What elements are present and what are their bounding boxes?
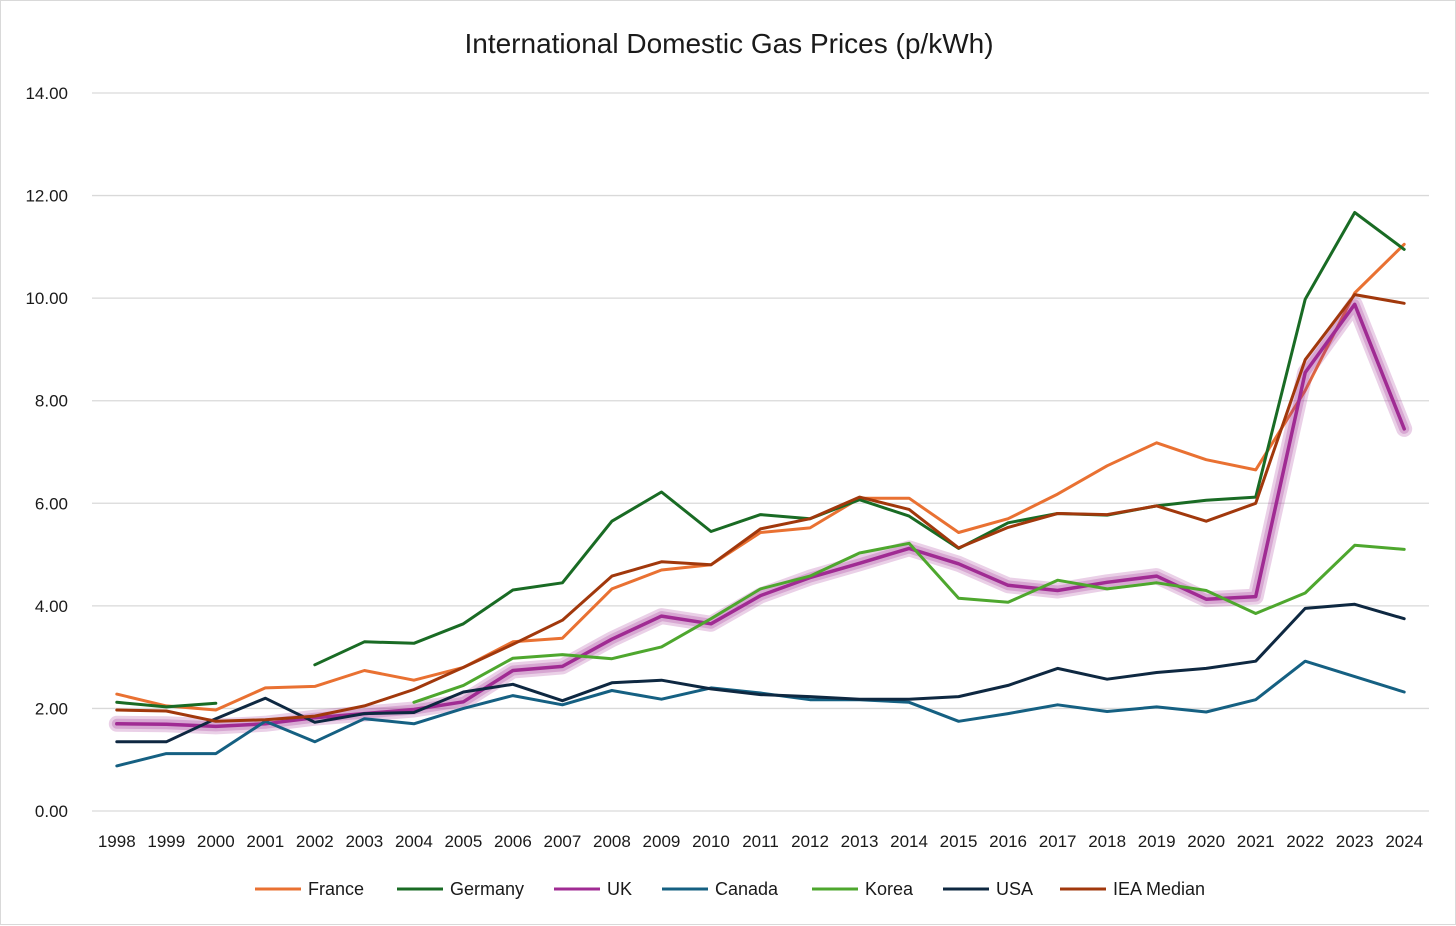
x-tick-label: 2007	[544, 832, 582, 851]
legend-item: IEA Median	[1060, 879, 1205, 899]
legend-label: UK	[607, 879, 632, 899]
series-canada	[115, 659, 1406, 768]
x-tick-label: 2008	[593, 832, 631, 851]
x-axis-ticks: 1998 1999 2000 2001 2002 2003 2004 2005 2006 2007…	[98, 832, 1423, 851]
x-tick-label: 2022	[1286, 832, 1324, 851]
series-line	[115, 700, 218, 709]
x-tick-label: 1998	[98, 832, 136, 851]
x-tick-label: 2006	[494, 832, 532, 851]
series-line	[115, 302, 1406, 729]
series-line	[115, 659, 1406, 768]
x-tick-label: 2009	[643, 832, 681, 851]
y-tick-label: 8.00	[35, 392, 68, 411]
legend-label: IEA Median	[1113, 879, 1205, 899]
legend-item: France	[255, 879, 364, 899]
x-tick-label: 2017	[1039, 832, 1077, 851]
y-axis-ticks: 0.00 2.00 4.00 6.00 8.00 10.00 12.00 14.00	[25, 84, 68, 821]
x-tick-label: 2011	[742, 832, 779, 851]
legend-item: UK	[554, 879, 632, 899]
x-tick-label: 2001	[246, 832, 284, 851]
series-usa	[115, 602, 1406, 744]
legend-item: Canada	[662, 879, 779, 899]
x-tick-label: 2005	[444, 832, 482, 851]
gridlines	[92, 92, 1429, 812]
x-tick-label: 2020	[1187, 832, 1225, 851]
series-line	[313, 211, 1406, 667]
series-korea	[412, 541, 1406, 704]
legend-item: Korea	[812, 879, 914, 899]
series-line	[412, 541, 1406, 704]
series-uk	[108, 296, 1413, 735]
legend-label: Canada	[715, 879, 779, 899]
legend-label: Korea	[865, 879, 914, 899]
y-tick-label: 2.00	[35, 699, 68, 718]
y-tick-label: 6.00	[35, 494, 68, 513]
x-tick-label: 2024	[1385, 832, 1423, 851]
legend-label: USA	[996, 879, 1033, 899]
x-tick-label: 2023	[1336, 832, 1374, 851]
legend-item: USA	[943, 879, 1033, 899]
y-tick-label: 0.00	[35, 802, 68, 821]
x-tick-label: 2021	[1237, 832, 1275, 851]
series-france	[115, 242, 1406, 712]
legend-label: France	[308, 879, 364, 899]
series-iea-median	[115, 293, 1406, 723]
x-tick-label: 2002	[296, 832, 334, 851]
x-tick-label: 2010	[692, 832, 730, 851]
y-tick-label: 14.00	[25, 84, 68, 103]
x-tick-label: 2018	[1088, 832, 1126, 851]
x-tick-label: 2003	[345, 832, 383, 851]
x-tick-label: 2013	[841, 832, 879, 851]
legend-label: Germany	[450, 879, 524, 899]
legend: France Germany UK Canada Korea USA IEA Median	[255, 879, 1205, 899]
series-line	[115, 293, 1406, 723]
chart-title: International Domestic Gas Prices (p/kWh…	[464, 28, 993, 59]
series-germany	[115, 211, 1406, 709]
x-tick-label: 2004	[395, 832, 433, 851]
x-tick-label: 2015	[940, 832, 978, 851]
x-tick-label: 2012	[791, 832, 829, 851]
x-tick-label: 1999	[147, 832, 185, 851]
y-tick-label: 4.00	[35, 597, 68, 616]
x-tick-label: 2019	[1138, 832, 1176, 851]
series-line	[115, 602, 1406, 744]
x-tick-label: 2000	[197, 832, 235, 851]
series-line	[115, 242, 1406, 712]
x-tick-label: 2014	[890, 832, 928, 851]
y-tick-label: 10.00	[25, 289, 68, 308]
series-lines	[108, 211, 1413, 768]
y-tick-label: 12.00	[25, 187, 68, 206]
legend-item: Germany	[397, 879, 524, 899]
x-tick-label: 2016	[989, 832, 1027, 851]
